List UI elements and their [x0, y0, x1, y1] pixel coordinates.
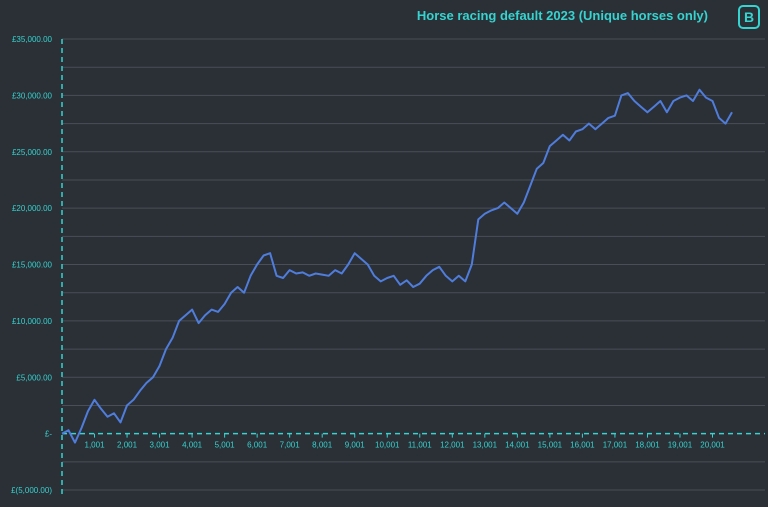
x-tick-label: 5,001: [215, 441, 236, 450]
x-tick-label: 19,001: [668, 441, 693, 450]
x-tick-label: 14,001: [505, 441, 530, 450]
x-tick-label: 15,001: [538, 441, 563, 450]
y-tick-label: £30,000.00: [12, 91, 53, 100]
x-tick-label: 4,001: [182, 441, 203, 450]
y-tick-label: £25,000.00: [12, 148, 53, 157]
x-tick-label: 16,001: [570, 441, 595, 450]
x-tick-label: 10,001: [375, 441, 400, 450]
x-tick-label: 9,001: [345, 441, 366, 450]
x-tick-label: 13,001: [473, 441, 498, 450]
x-tick-label: 18,001: [635, 441, 660, 450]
y-tick-label: £-: [45, 430, 52, 439]
x-tick-label: 17,001: [603, 441, 628, 450]
x-tick-label: 6,001: [247, 441, 268, 450]
y-tick-label: £10,000.00: [12, 317, 53, 326]
x-tick-label: 7,001: [280, 441, 301, 450]
x-tick-label: 20,001: [700, 441, 725, 450]
x-tick-label: 11,001: [408, 441, 432, 450]
x-tick-label: 12,001: [440, 441, 465, 450]
x-tick-label: 3,001: [150, 441, 171, 450]
series-line: [61, 88, 733, 444]
y-tick-label: £(5,000.00): [11, 486, 52, 495]
x-tick-label: 8,001: [312, 441, 333, 450]
y-tick-label: £15,000.00: [12, 261, 53, 270]
x-tick-label: 2,001: [117, 441, 138, 450]
x-tick-label: 1,001: [85, 441, 106, 450]
chart-title: Horse racing default 2023 (Unique horses…: [416, 8, 708, 23]
brand-logo-icon: B: [738, 5, 760, 29]
y-tick-label: £20,000.00: [12, 204, 53, 213]
y-tick-label: £35,000.00: [12, 35, 53, 44]
y-tick-label: £5,000.00: [16, 373, 52, 382]
